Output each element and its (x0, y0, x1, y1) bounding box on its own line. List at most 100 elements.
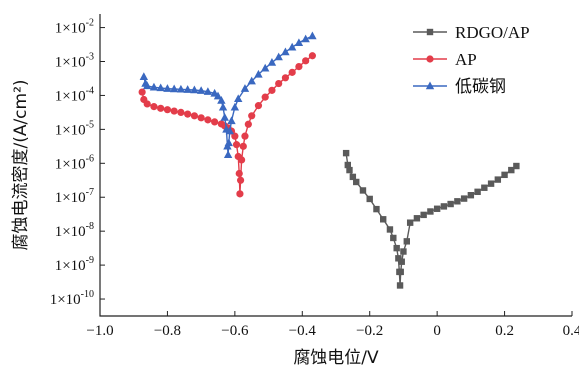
data-point (386, 226, 394, 233)
data-point (481, 184, 488, 191)
y-tick-label: 1×10-9 (55, 255, 94, 274)
y-tick-label: 1×10-2 (55, 18, 94, 37)
legend: RDGO/AP AP 低碳钢 (413, 23, 530, 96)
data-point (234, 94, 243, 103)
x-axis-title: 腐蚀电位/V (293, 348, 379, 368)
data-point (447, 200, 454, 208)
data-point (346, 166, 353, 174)
data-point (281, 74, 290, 82)
data-point (184, 110, 192, 118)
data-point (302, 57, 310, 65)
data-point (400, 248, 407, 255)
y-tick-label: 1×10-10 (50, 289, 94, 308)
data-point (308, 52, 316, 60)
data-point (344, 161, 351, 169)
legend-label: AP (455, 50, 477, 69)
x-tick-label: −0.4 (289, 323, 317, 339)
y-tick-label: 1×10-8 (55, 221, 94, 240)
x-tick-label: −0.2 (356, 323, 383, 339)
data-point (239, 142, 247, 150)
data-point (274, 52, 283, 61)
data-point (211, 118, 219, 126)
data-point (268, 86, 276, 94)
data-point (494, 176, 502, 183)
data-point (294, 38, 304, 47)
data-point (393, 244, 400, 252)
legend-marker (425, 81, 435, 90)
legend-label: RDGO/AP (455, 23, 530, 42)
x-tick-label: 0.2 (495, 323, 514, 339)
data-point (177, 108, 185, 117)
data-point (254, 102, 263, 110)
data-point (261, 63, 270, 72)
data-point (390, 234, 397, 242)
legend-item: RDGO/AP (413, 23, 530, 42)
data-point (420, 211, 427, 219)
data-point (433, 205, 441, 212)
data-point (487, 180, 495, 187)
series-line (345, 153, 517, 286)
series-1 (342, 149, 520, 289)
data-point (396, 282, 404, 289)
data-point (380, 216, 387, 223)
data-point (395, 255, 402, 262)
data-point (218, 102, 228, 111)
data-point (275, 79, 283, 88)
y-tick-label: 1×10-7 (55, 187, 94, 206)
data-point (373, 205, 380, 213)
data-point (143, 81, 152, 90)
data-point (349, 173, 357, 181)
data-point (247, 76, 256, 85)
x-tick-label: 0 (433, 323, 441, 339)
data-point (220, 112, 229, 121)
data-point (238, 156, 246, 164)
axis-frame (99, 14, 572, 317)
data-point (513, 162, 520, 170)
data-point (244, 120, 252, 128)
data-point (308, 31, 317, 40)
data-point (261, 93, 269, 101)
data-point (139, 72, 149, 80)
legend-item: 低碳钢 (413, 77, 506, 96)
data-point (170, 107, 178, 115)
data-point (281, 47, 290, 56)
data-point (501, 171, 508, 179)
data-point (295, 62, 303, 71)
data-point (235, 169, 243, 178)
data-point (231, 132, 239, 140)
data-point (197, 114, 205, 122)
data-point (230, 102, 240, 111)
legend-item: AP (413, 50, 477, 69)
series-3 (139, 31, 317, 159)
data-point (236, 190, 244, 198)
data-point (190, 112, 198, 120)
data-point (397, 268, 404, 276)
data-point (176, 84, 186, 93)
axes (99, 14, 572, 317)
data-point (190, 85, 199, 94)
plot-area (138, 31, 520, 289)
data-point (406, 219, 414, 226)
data-point (150, 103, 158, 111)
ticks: −1.0 −0.8 −0.6 −0.4 −0.2 0 0.2 0.4 1×10-10 1×10-9… (50, 18, 579, 339)
data-point (342, 149, 350, 157)
y-tick-label: 1×10-3 (55, 52, 94, 71)
data-point (203, 87, 213, 95)
data-point (301, 34, 310, 43)
y-tick-label: 1×10-4 (55, 85, 94, 104)
data-point (149, 82, 159, 91)
data-point (156, 83, 165, 92)
data-point (204, 116, 212, 124)
x-tick-label: −0.8 (154, 323, 181, 339)
data-point (163, 106, 172, 114)
data-point (288, 68, 296, 76)
data-point (403, 238, 410, 245)
data-point (232, 141, 241, 149)
data-point (398, 258, 405, 265)
y-tick-label: 1×10-5 (55, 119, 94, 138)
data-point (196, 86, 206, 94)
data-point (241, 132, 249, 140)
x-tick-label: −0.6 (221, 323, 249, 339)
data-point (508, 166, 515, 174)
